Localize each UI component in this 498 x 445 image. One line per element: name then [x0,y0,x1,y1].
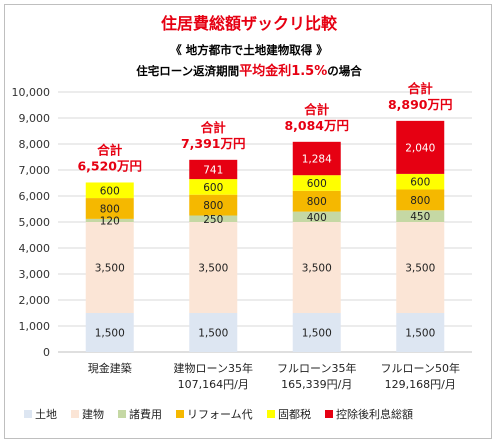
y-tick-label: 10,000 [12,86,51,99]
segment-label: 450 [410,211,430,223]
chart-title: 住居費総額ザックリ比較 [161,14,338,33]
total-value: 8,084万円 [284,118,349,133]
total-heading: 合計 [97,142,123,157]
total-heading: 合計 [201,120,227,135]
category-sublabel: 165,339円/月 [281,378,352,391]
category-label: フルローン50年 [381,361,460,375]
legend-label: 固都税 [278,407,311,421]
segment-label: 400 [307,212,327,224]
segment-label: 1,500 [95,328,125,340]
segment-label: 3,500 [405,263,435,275]
bar-segment [85,313,134,352]
legend-label: 建物 [82,407,104,421]
segment-label: 1,500 [405,328,435,340]
bar-segment [396,189,445,211]
y-tick-label: 0 [43,346,50,359]
legend-label: 諸費用 [129,407,162,421]
total-value: 6,520万円 [77,158,142,173]
y-tick-label: 1,000 [19,320,51,333]
legend-label: リフォーム代 [187,408,253,421]
legend-label: 控除後利息総額 [336,407,413,421]
legend: 土地 建物 諸費用 リフォーム代 固都税 控除後利息総額 [24,407,413,421]
bars [85,120,445,352]
segment-label: 600 [203,182,223,194]
bar-segment [189,179,238,195]
bar-segment [396,173,445,190]
bar-segment [189,215,238,222]
bar-segment [292,190,341,212]
segment-label: 1,500 [198,328,228,340]
legend-swatch [267,410,275,418]
segment-label: 600 [100,185,120,197]
segment-label: 120 [100,215,120,227]
segment-label: 800 [410,195,430,207]
segment-label: 1,284 [302,154,332,166]
y-tick-label: 9,000 [19,112,51,125]
segment-label: 741 [203,164,223,176]
segment-label: 600 [410,177,430,189]
y-axis: 0 1,000 2,000 3,000 4,000 5,000 6,000 7,000 8,00… [12,86,51,359]
bar-segment [292,222,341,313]
legend-label: 土地 [35,408,57,421]
y-tick-label: 4,000 [19,242,51,255]
bar-segment [189,194,238,216]
y-tick-label: 6,000 [19,190,51,203]
bar-segment [85,222,134,313]
legend-swatch [176,410,184,418]
category-label: 建物ローン35年 [174,361,253,375]
bar-segment [396,210,445,222]
segment-label: 250 [203,214,223,226]
bar-segment [189,313,238,352]
x-axis: 現金建築 建物ローン35年 107,164円/月 フルローン35年 165,339円/月… [88,361,460,391]
bar-segment [292,211,341,222]
category-label: フルローン35年 [277,361,356,375]
y-tick-label: 3,000 [19,268,51,281]
legend-swatch [325,410,333,418]
segment-label: 600 [307,178,327,190]
bar-segment [292,313,341,352]
segment-label: 2,040 [405,142,435,154]
bar-labels: 1,5003,500120800600合計6,520万円1,5003,50025… [77,81,452,340]
bar-segment [396,120,445,174]
legend-swatch [24,410,32,418]
bar-segment [189,222,238,313]
bar-segment [396,313,445,352]
y-tick-label: 7,000 [19,164,51,177]
bar-segment [189,159,238,180]
category-label: 現金建築 [88,361,132,375]
bar-segment [85,218,134,222]
segment-label: 800 [100,203,120,215]
total-value: 7,391万円 [181,136,246,151]
y-tick-label: 2,000 [19,294,51,307]
segment-label: 3,500 [302,263,332,275]
legend-swatch [71,410,79,418]
y-tick-label: 8,000 [19,138,51,151]
bar-segment [85,198,134,219]
bar-segment [85,182,134,199]
chart-subtitle-1: 《 地方都市で土地建物取得 》 [170,43,328,57]
bar-segment [292,141,341,176]
total-value: 8,890万円 [388,97,453,112]
bar-segment [396,222,445,313]
segment-label: 800 [307,196,327,208]
bar-segment [292,175,341,191]
legend-swatch [118,410,126,418]
chart-subtitle-2: 住宅ローン返済期間平均金利1.5%の場合 [136,63,362,79]
category-sublabel: 107,164円/月 [178,378,249,391]
category-sublabel: 129,168円/月 [385,378,456,391]
total-heading: 合計 [408,81,434,96]
segment-label: 800 [203,200,223,212]
total-heading: 合計 [304,102,330,117]
segment-label: 1,500 [302,328,332,340]
segment-label: 3,500 [198,263,228,275]
segment-label: 3,500 [95,263,125,275]
y-tick-label: 5,000 [19,216,51,229]
